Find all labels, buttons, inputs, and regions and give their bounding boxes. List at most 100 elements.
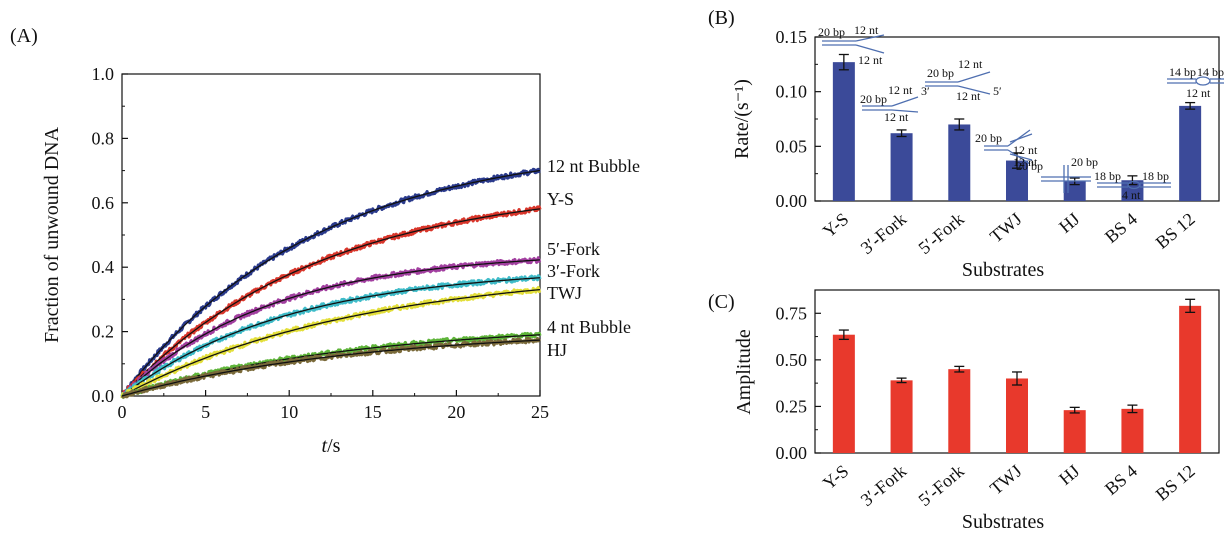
dna-bubble <box>1127 180 1141 190</box>
panel-b-label: (B) <box>708 7 735 29</box>
dna-annotation: 20 bp <box>860 92 887 106</box>
series-fit-line <box>121 259 541 397</box>
y-tick-label: 1.0 <box>92 64 115 84</box>
bar <box>1006 160 1028 201</box>
dna-annotation: 12 nt <box>956 89 981 103</box>
y-tick-label: 0.2 <box>92 322 115 342</box>
panel-c: (C) 0.00 0.25 0.50 0.75 Y-S 3′-Fork 5′-Fork TWJ… <box>708 289 1220 533</box>
dna-annotation: 12 nt <box>884 110 909 124</box>
y-tick-label: 0.00 <box>776 443 808 463</box>
dna-annotation: 18 bp <box>1094 169 1121 183</box>
dna-annotation: 20 bp <box>1071 155 1098 169</box>
x-tick-label: 3′-Fork <box>857 461 910 510</box>
series-data-trace <box>121 256 542 397</box>
series-fit-line <box>121 208 541 397</box>
y-tick-label: 0.05 <box>776 136 808 156</box>
panel-a: (A) 0 5 10 15 20 25 0.0 0.2 0.4 0.6 0.8 1.0 12 nt B… <box>10 25 640 457</box>
bar <box>1179 105 1202 201</box>
y-tick-label: 0.8 <box>92 128 115 148</box>
x-tick-label: TWJ <box>986 461 1026 499</box>
x-tick-label: HJ <box>1055 209 1083 237</box>
dna-strand <box>1009 133 1033 143</box>
bar <box>1006 378 1028 453</box>
dna-annotation: 12 nt <box>1013 143 1038 157</box>
bar <box>1179 305 1202 453</box>
dna-annotation: 12 nt <box>958 57 983 71</box>
bar <box>1121 408 1144 453</box>
dna-annotation: 20 bp <box>975 131 1002 145</box>
dna-annotation: 12 nt <box>858 53 883 67</box>
y-tick-label: 0.75 <box>776 303 808 323</box>
panel-b: (B) 0.00 0.05 0.10 0.15 Y-S 3′-Fork 5′-Fork TWJ… <box>708 7 1224 281</box>
y-tick-label: 0.15 <box>776 27 808 47</box>
x-tick-label: 5 <box>201 402 210 422</box>
bar <box>948 369 971 453</box>
y-tick-label: 0.6 <box>92 193 115 213</box>
x-tick-label: 5′-Fork <box>914 461 967 510</box>
panel-a-ylabel: Fraction of unwound DNA <box>41 126 63 343</box>
dna-strand <box>855 44 885 54</box>
x-tick-label: BS 12 <box>1152 209 1199 253</box>
panel-a-xlabel: t/s <box>322 435 341 457</box>
x-tick-label: 25 <box>531 402 549 422</box>
x-tick-label: HJ <box>1055 461 1083 489</box>
dna-strand <box>891 96 919 107</box>
series-fit-line <box>121 339 541 397</box>
x-tick-label: TWJ <box>986 209 1026 247</box>
dna-annotation: 12 nt <box>888 83 913 97</box>
x-tick-label: BS 4 <box>1101 461 1141 499</box>
x-tick-label: 15 <box>364 402 382 422</box>
x-tick-label: Y-S <box>819 461 853 494</box>
dna-bubble <box>1195 76 1211 86</box>
panel-b-xlabel: Substrates <box>962 259 1044 281</box>
series-label: 12 nt Bubble <box>547 156 640 176</box>
series-label: Y-S <box>547 189 574 209</box>
panel-a-xlabel-italic: t <box>322 435 328 457</box>
bar <box>890 133 913 201</box>
x-tick-label: 5′-Fork <box>914 209 967 258</box>
panel-a-xlabel-unit: /s <box>327 435 341 457</box>
y-tick-label: 0.25 <box>776 396 808 416</box>
x-tick-label: BS 12 <box>1152 461 1199 505</box>
series-fit-line <box>121 169 541 397</box>
series-fit-line <box>121 288 541 397</box>
dna-strand <box>957 71 991 83</box>
x-tick-label: 10 <box>280 402 298 422</box>
dna-strand <box>855 34 885 42</box>
x-tick-label: BS 4 <box>1101 209 1141 247</box>
series-label: 3′-Fork <box>547 261 600 281</box>
bar <box>832 334 855 453</box>
bar <box>948 124 971 201</box>
series-label: 5′-Fork <box>547 239 600 259</box>
dna-strand <box>1007 129 1031 147</box>
dna-strand <box>891 109 919 113</box>
y-tick-label: 0.50 <box>776 350 808 370</box>
bar <box>1121 180 1144 201</box>
dna-annotation: 4 nt <box>1122 188 1141 202</box>
x-tick-label: 3′-Fork <box>857 209 910 258</box>
bar <box>1063 410 1086 453</box>
series-fit-line <box>121 277 541 397</box>
dna-annotation: 18 bp <box>1142 169 1169 183</box>
bar <box>1063 181 1086 201</box>
series-data-trace <box>120 205 542 398</box>
x-tick-label: 20 <box>447 402 465 422</box>
dna-annotation: 12 nt <box>1013 155 1038 169</box>
y-tick-label: 0.10 <box>776 82 808 102</box>
series-label: 4 nt Bubble <box>547 317 631 337</box>
y-tick-label: 0.0 <box>92 386 115 406</box>
x-tick-label: Y-S <box>819 209 853 242</box>
dna-annotation: 14 bp <box>1169 65 1196 79</box>
bar <box>890 380 913 453</box>
panel-c-xlabel: Substrates <box>962 511 1044 533</box>
dna-strand <box>1009 153 1033 161</box>
panel-b-ylabel: Rate/(s⁻¹) <box>731 79 753 159</box>
panel-c-label: (C) <box>708 291 735 313</box>
y-tick-label: 0.4 <box>92 257 115 277</box>
panel-a-label: (A) <box>10 25 38 47</box>
x-tick-label: 0 <box>118 402 127 422</box>
dna-annotation: 5′ <box>993 84 1002 98</box>
dna-annotation: 12 nt <box>854 23 879 37</box>
dna-annotation: 14 bp <box>1197 65 1224 79</box>
